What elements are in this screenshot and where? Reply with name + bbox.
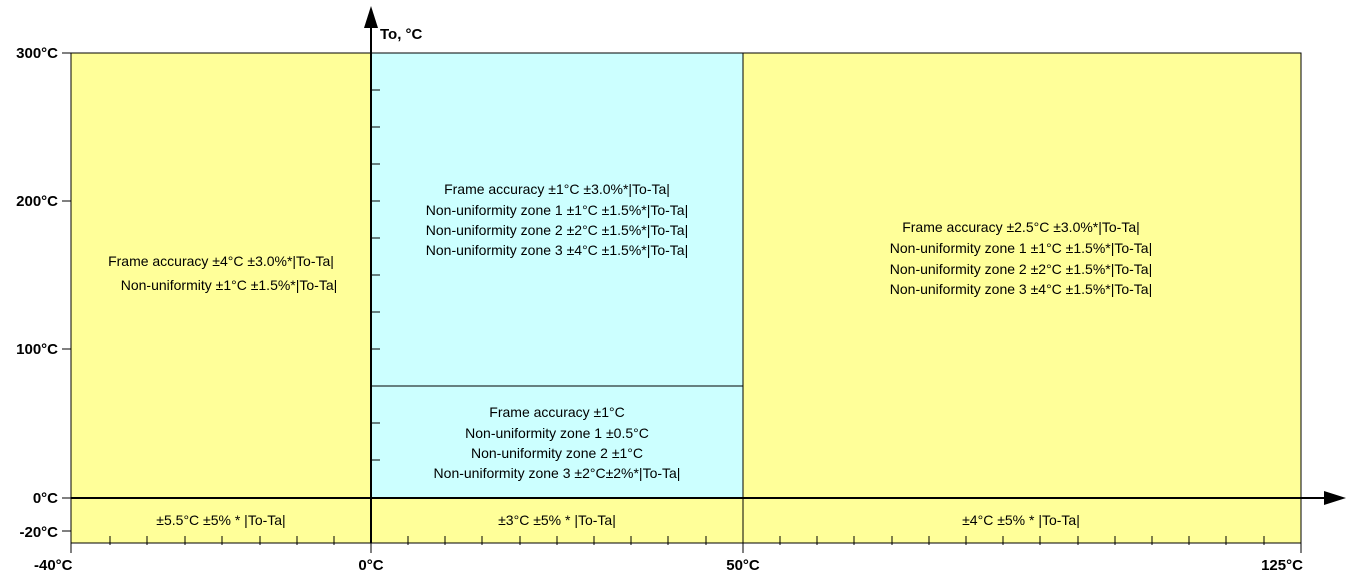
- zone-bottom-right-text: ±4°C ±5% * |To-Ta|: [962, 512, 1080, 528]
- zone-bottom-left: [70, 497, 372, 544]
- y-axis-arrow: [364, 6, 378, 28]
- x-tick-label: -40°C: [34, 557, 73, 574]
- x-tick-label: 125°C: [1261, 557, 1303, 574]
- zone-text-line: Frame accuracy ±4°C ±3.0%*|To-Ta|: [108, 253, 334, 269]
- y-tick-label: 200°C: [16, 193, 58, 210]
- zone-text-line: Non-uniformity zone 1 ±1°C ±1.5%*|To-Ta|: [890, 240, 1152, 256]
- zone-text-line: Non-uniformity ±1°C ±1.5%*|To-Ta|: [121, 277, 338, 293]
- zone-text-line: Non-uniformity zone 2 ±2°C ±1.5%*|To-Ta|: [426, 222, 688, 238]
- zone-left-upper-text: Frame accuracy ±4°C ±3.0%*|To-Ta| Non-un…: [108, 253, 337, 293]
- zone-bottom-middle-text: ±3°C ±5% * |To-Ta|: [498, 512, 616, 528]
- y-tick-label: 0°C: [33, 490, 58, 507]
- zone-text-line: Frame accuracy ±1°C: [489, 404, 624, 420]
- zone-right-upper: [742, 52, 1302, 499]
- zone-text-line: Frame accuracy ±2.5°C ±3.0%*|To-Ta|: [902, 219, 1140, 235]
- zone-text-line: Non-uniformity zone 2 ±2°C ±1.5%*|To-Ta|: [890, 261, 1152, 277]
- zone-text-line: Non-uniformity zone 2 ±1°C: [471, 445, 643, 461]
- zone-bottom-left-text: ±5.5°C ±5% * |To-Ta|: [156, 512, 285, 528]
- x-tick-label: 0°C: [358, 557, 383, 574]
- zone-right-upper-text: Frame accuracy ±2.5°C ±3.0%*|To-Ta| Non-…: [890, 219, 1152, 297]
- zone-left-upper: [70, 52, 372, 499]
- zone-middle-lower-text: Frame accuracy ±1°C Non-uniformity zone …: [434, 404, 681, 481]
- y-edge-ticks: [62, 52, 71, 532]
- x-axis-arrow: [1324, 491, 1346, 505]
- zone-bottom-right: [742, 497, 1302, 544]
- zone-text-line: Non-uniformity zone 3 ±4°C ±1.5%*|To-Ta|: [890, 281, 1152, 297]
- zone-text-line: Non-uniformity zone 3 ±2°C±2%*|To-Ta|: [434, 465, 681, 481]
- y-tick-label: -20°C: [19, 524, 58, 541]
- zone-text-line: Frame accuracy ±1°C ±3.0%*|To-Ta|: [444, 181, 670, 197]
- y-tick-label: 300°C: [16, 45, 58, 62]
- zone-middle-upper-text: Frame accuracy ±1°C ±3.0%*|To-Ta| Non-un…: [426, 181, 688, 258]
- zone-text-line: Non-uniformity zone 1 ±1°C ±1.5%*|To-Ta|: [426, 202, 688, 218]
- y-tick-label: 100°C: [16, 341, 58, 358]
- zone-text-line: Non-uniformity zone 3 ±4°C ±1.5%*|To-Ta|: [426, 242, 688, 258]
- x-axis-ticks: [70, 536, 1302, 553]
- zone-middle-lower: [370, 385, 744, 499]
- zone-middle-upper: [370, 52, 744, 387]
- zone-text-line: Non-uniformity zone 1 ±0.5°C: [465, 425, 649, 441]
- y-axis-ticks: [371, 89, 380, 461]
- x-tick-label: 50°C: [726, 557, 760, 574]
- y-axis-title: To, °C: [380, 26, 423, 43]
